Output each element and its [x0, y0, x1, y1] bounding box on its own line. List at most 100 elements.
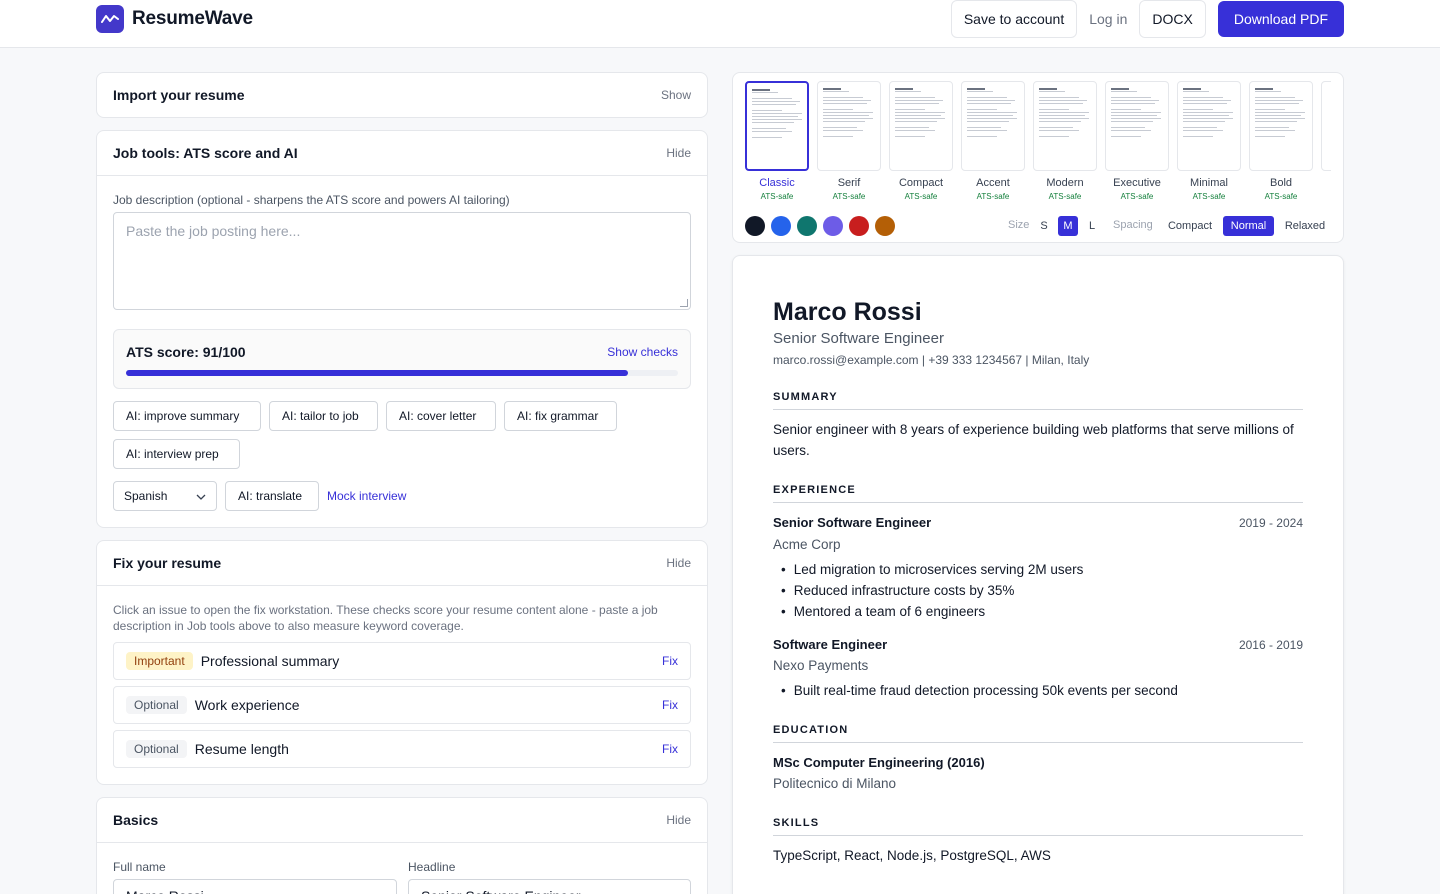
docx-button[interactable]: DOCX	[1139, 0, 1206, 38]
template-name: Executive	[1113, 177, 1161, 189]
job-bullet: Built real-time fraud detection processi…	[781, 683, 1178, 698]
template-name: Serif	[837, 177, 861, 189]
template-option-classic[interactable]: Classic ATS-safe	[745, 81, 809, 201]
issue-badge: Optional	[126, 696, 187, 714]
template-option-accent[interactable]: Accent ATS-safe	[961, 81, 1025, 201]
issue-row[interactable]: Optional Resume length Fix	[113, 730, 691, 768]
wave-icon	[96, 5, 124, 33]
top-actions: Save to account Log in DOCX Download PDF	[950, 0, 1344, 38]
brand-name: ResumeWave	[132, 8, 253, 29]
download-pdf-button[interactable]: Download PDF	[1217, 1, 1344, 37]
language-select-value: Spanish	[124, 489, 168, 503]
import-card-title: Import your resume	[113, 87, 245, 103]
issue-badge: Important	[126, 652, 193, 670]
size-option-s[interactable]: S	[1040, 220, 1048, 232]
template-option-modern[interactable]: Modern ATS-safe	[1033, 81, 1097, 201]
spacing-option-relaxed[interactable]: Relaxed	[1284, 220, 1326, 232]
job-role: Software Engineer	[773, 637, 888, 652]
fix-resume-header[interactable]: Fix your resume Hide	[97, 541, 707, 585]
size-option-l[interactable]: L	[1088, 220, 1096, 232]
color-swatch[interactable]	[797, 216, 817, 236]
resume-name: Marco Rossi	[773, 298, 922, 326]
size-label: Size	[1008, 219, 1030, 231]
import-card-toggle[interactable]: Show	[660, 88, 691, 102]
language-select[interactable]: Spanish	[113, 481, 217, 511]
ats-safe-badge: ATS-safe	[904, 192, 938, 201]
spacing-option-compact[interactable]: Compact	[1167, 220, 1213, 232]
chevron-down-icon	[196, 489, 206, 503]
issue-label: Work experience	[194, 697, 300, 713]
template-option-minimal[interactable]: Minimal ATS-safe	[1177, 81, 1241, 201]
job-tools-toggle[interactable]: Hide	[666, 146, 691, 160]
ai-improve-summary-button[interactable]: AI: improve summary	[113, 401, 261, 431]
template-thumbnail	[1321, 81, 1331, 171]
template-option-serif[interactable]: Serif ATS-safe	[817, 81, 881, 201]
show-checks-link[interactable]: Show checks	[607, 345, 678, 359]
color-swatch[interactable]	[745, 216, 765, 236]
job-tools-header[interactable]: Job tools: ATS score and AI Hide	[97, 131, 707, 175]
ai-interview-prep-button[interactable]: AI: interview prep	[113, 439, 240, 469]
color-swatch[interactable]	[849, 216, 869, 236]
spacing-option-normal[interactable]: Normal	[1223, 216, 1274, 236]
job-bullet: Led migration to microservices serving 2…	[781, 562, 1084, 577]
import-card-header[interactable]: Import your resume Show	[97, 73, 707, 117]
basics-toggle[interactable]: Hide	[666, 813, 691, 827]
template-option-compact[interactable]: Compact ATS-safe	[889, 81, 953, 201]
ats-safe-badge: ATS-safe	[832, 192, 866, 201]
ai-fix-grammar-button[interactable]: AI: fix grammar	[504, 401, 617, 431]
headline-input[interactable]: Senior Software Engineer	[408, 879, 691, 894]
resize-handle[interactable]	[680, 299, 688, 307]
experience-heading: EXPERIENCE	[773, 484, 1303, 503]
ai-tailor-button[interactable]: AI: tailor to job	[269, 401, 378, 431]
basics-header[interactable]: Basics Hide	[97, 798, 707, 842]
brand-logo[interactable]: ResumeWave	[96, 5, 253, 33]
education-degree: MSc Computer Engineering (2016)	[773, 755, 985, 770]
fix-resume-card: Fix your resume Hide Click an issue to o…	[96, 540, 708, 785]
basics-card: Basics Hide Full name Marco Rossi Headli…	[96, 797, 708, 894]
color-swatch[interactable]	[875, 216, 895, 236]
job-company: Nexo Payments	[773, 658, 869, 673]
issue-row[interactable]: Optional Work experience Fix	[113, 686, 691, 724]
ats-progress-fill	[126, 370, 629, 376]
ats-safe-badge: ATS-safe	[976, 192, 1010, 201]
ats-score-title: ATS score: 91/100	[126, 344, 246, 360]
job-dates: 2019 - 2024	[1238, 516, 1303, 530]
template-strip[interactable]: Classic ATS-safe Serif ATS-safe Compact ATS-s…	[745, 81, 1331, 207]
spacing-label: Spacing	[1113, 219, 1153, 231]
save-to-account-button[interactable]: Save to account	[950, 0, 1078, 38]
fix-resume-title: Fix your resume	[113, 555, 222, 571]
job-company: Acme Corp	[773, 537, 841, 552]
ats-safe-badge: ATS-safe	[760, 192, 794, 201]
ats-score-panel: ATS score: 91/100 Show checks	[113, 329, 691, 389]
template-name: Compact	[898, 177, 944, 189]
ats-safe-badge: ATS-safe	[1264, 192, 1298, 201]
summary-text: Senior engineer with 8 years of experien…	[773, 422, 1294, 458]
issue-label: Resume length	[194, 741, 289, 757]
issue-label: Professional summary	[200, 653, 340, 669]
template-picker: Classic ATS-safe Serif ATS-safe Compact ATS-s…	[732, 72, 1344, 243]
resume-contact: marco.rossi@example.com | +39 333 123456…	[773, 353, 1090, 367]
ats-safe-badge: ATS-safe	[1192, 192, 1226, 201]
color-swatch[interactable]	[771, 216, 791, 236]
login-link[interactable]: Log in	[1089, 11, 1128, 27]
fix-link[interactable]: Fix	[662, 742, 678, 756]
resume-headline: Senior Software Engineer	[773, 330, 944, 347]
job-description-input[interactable]: Paste the job posting here...	[113, 212, 691, 310]
template-option-bold[interactable]: Bold ATS-safe	[1249, 81, 1313, 201]
basics-title: Basics	[113, 812, 159, 828]
template-option-executive[interactable]: Executive ATS-safe	[1105, 81, 1169, 201]
size-option-m[interactable]: M	[1058, 216, 1078, 236]
template-option-more[interactable]	[1321, 81, 1331, 171]
full-name-input[interactable]: Marco Rossi	[113, 879, 397, 894]
fix-resume-toggle[interactable]: Hide	[666, 556, 691, 570]
issue-badge: Optional	[126, 740, 187, 758]
template-thumbnail	[1033, 81, 1097, 171]
job-tools-title: Job tools: ATS score and AI	[113, 145, 298, 161]
mock-interview-link[interactable]: Mock interview	[327, 489, 407, 503]
ai-cover-letter-button[interactable]: AI: cover letter	[386, 401, 496, 431]
ai-translate-button[interactable]: AI: translate	[225, 481, 319, 511]
fix-link[interactable]: Fix	[662, 654, 678, 668]
color-swatch[interactable]	[823, 216, 843, 236]
fix-link[interactable]: Fix	[662, 698, 678, 712]
issue-row[interactable]: Important Professional summary Fix	[113, 642, 691, 680]
